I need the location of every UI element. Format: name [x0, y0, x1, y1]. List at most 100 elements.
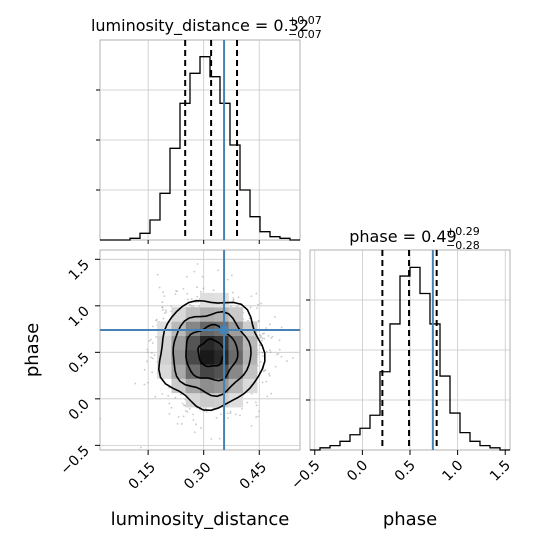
density-cell — [228, 350, 244, 365]
y-tick-label: 1.5 — [66, 257, 93, 284]
sample-point — [263, 337, 266, 340]
sample-point — [241, 407, 243, 410]
sample-point — [261, 337, 264, 340]
sample-point — [188, 303, 191, 306]
sample-point — [276, 353, 278, 356]
sample-point — [156, 273, 159, 276]
sample-point — [161, 301, 164, 304]
sample-point — [229, 305, 232, 308]
luminosity-distance-panel: luminosity_distance = 0.32 +0.07 −0.07 — [91, 14, 322, 244]
sample-point — [151, 342, 154, 344]
sample-point — [150, 356, 152, 359]
sample-point — [250, 392, 253, 395]
sample-point — [256, 307, 258, 310]
sample-point — [229, 410, 232, 413]
joint-density-panel: 0.15 0.30 0.45 −0.5 0.0 0.5 1.0 1.5 luminosity… — [22, 249, 301, 530]
sample-point — [181, 402, 184, 405]
sample-point — [232, 297, 235, 299]
sample-point — [263, 332, 265, 335]
sample-point — [266, 395, 269, 398]
luminosity-distance-title-minus: −0.07 — [288, 28, 322, 41]
sample-point — [151, 371, 154, 374]
sample-point — [155, 335, 157, 338]
y-tick-label: 0.5 — [66, 350, 93, 377]
sample-point — [280, 355, 283, 358]
sample-point — [278, 339, 281, 342]
truth-marker — [220, 326, 229, 334]
sample-point — [261, 339, 263, 342]
sample-point — [147, 381, 149, 384]
sample-point — [168, 412, 171, 415]
sample-point — [271, 335, 274, 338]
sample-point — [270, 392, 273, 395]
sample-point — [170, 406, 173, 409]
sample-point — [170, 305, 173, 308]
sample-point — [261, 352, 264, 354]
sample-point — [226, 278, 229, 281]
sample-point — [217, 269, 219, 272]
y-axis-label-phase: phase — [22, 323, 43, 377]
y-tick-label: 0.0 — [66, 396, 93, 423]
sample-point — [258, 410, 260, 413]
sample-point — [163, 295, 166, 297]
density-cell — [171, 307, 187, 322]
density-cell — [214, 292, 229, 308]
sample-point — [263, 369, 266, 372]
sample-point — [268, 323, 271, 326]
sample-point — [184, 409, 187, 412]
phase-title: phase = 0.49 — [349, 227, 456, 246]
sample-point — [220, 413, 222, 416]
sample-point — [270, 336, 273, 339]
sample-point — [246, 401, 249, 404]
sample-point — [190, 305, 193, 307]
sample-point — [229, 412, 232, 415]
sample-point — [195, 423, 197, 426]
sample-point — [164, 312, 166, 314]
sample-point — [146, 360, 148, 363]
sample-point — [265, 327, 267, 329]
sample-point — [146, 348, 149, 351]
sample-point — [249, 306, 252, 309]
sample-point — [155, 319, 158, 322]
sample-point — [149, 338, 152, 341]
sample-point — [164, 309, 167, 312]
sample-point — [235, 413, 237, 416]
sample-point — [143, 383, 146, 386]
x-tick-label: 0.30 — [181, 460, 214, 493]
density-cell — [185, 350, 201, 365]
sample-point — [165, 311, 168, 313]
x-axis-label-luminosity-distance: luminosity_distance — [111, 509, 290, 530]
density-cell — [214, 350, 229, 365]
density-cell — [214, 335, 229, 351]
sample-point — [210, 438, 213, 440]
density-cell — [214, 307, 229, 322]
x-axis-label-phase: phase — [383, 509, 437, 530]
sample-point — [146, 351, 149, 354]
sample-point — [151, 352, 153, 354]
sample-point — [268, 374, 271, 377]
sample-point — [143, 368, 146, 371]
sample-point — [183, 404, 185, 407]
x-tick-label: 0.15 — [126, 460, 159, 493]
sample-point — [250, 295, 253, 298]
sample-point — [265, 350, 268, 353]
sample-point — [148, 340, 151, 342]
sample-point — [218, 437, 221, 440]
density-cell — [228, 321, 244, 337]
sample-point — [186, 410, 189, 413]
sample-point — [167, 394, 170, 397]
sample-point — [192, 305, 195, 307]
sample-point — [161, 306, 164, 309]
sample-point — [151, 325, 154, 328]
x-tick-label: 1.5 — [487, 458, 514, 485]
density-cell — [242, 321, 258, 337]
sample-point — [257, 415, 259, 418]
sample-point — [226, 412, 229, 415]
sample-point — [227, 417, 230, 419]
sample-point — [175, 289, 177, 292]
sample-point — [162, 317, 165, 320]
sample-point — [237, 296, 240, 299]
sample-point — [257, 303, 259, 306]
sample-point — [192, 418, 195, 421]
